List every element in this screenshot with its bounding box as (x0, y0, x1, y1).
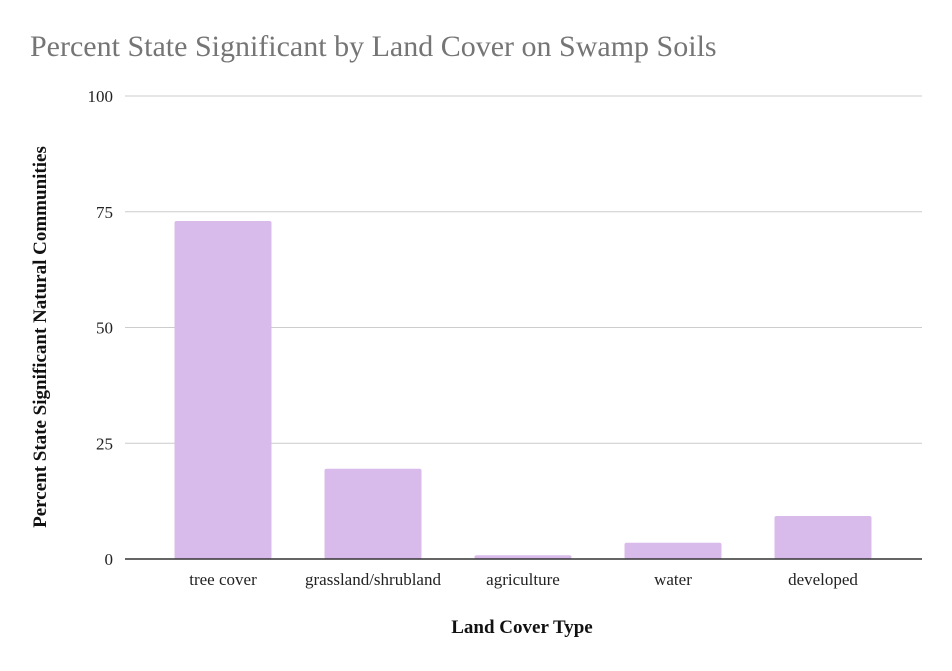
x-axis-title: Land Cover Type (451, 617, 592, 638)
y-tick-label: 75 (96, 203, 113, 222)
bars (174, 221, 872, 559)
y-axis-title: Percent State Significant Natural Commun… (30, 146, 51, 528)
x-tick-label: water (654, 570, 692, 589)
bar (474, 555, 572, 559)
y-tick-label: 100 (88, 87, 114, 106)
x-tick-label: developed (788, 570, 858, 589)
chart-title: Percent State Significant by Land Cover … (30, 30, 717, 63)
y-tick-label: 50 (96, 319, 113, 338)
y-tick-label: 0 (105, 550, 114, 569)
bar (624, 542, 722, 559)
y-axis-ticks: 0 25 50 75 100 (88, 87, 114, 569)
bar (174, 221, 272, 559)
x-tick-label: grassland/shrubland (305, 570, 441, 589)
bar (774, 515, 872, 559)
x-tick-label: agriculture (486, 570, 560, 589)
bar (324, 468, 422, 559)
x-tick-label: tree cover (189, 570, 257, 589)
y-tick-label: 25 (96, 434, 113, 453)
x-axis-ticks: tree cover grassland/shrubland agriculture… (189, 570, 858, 589)
